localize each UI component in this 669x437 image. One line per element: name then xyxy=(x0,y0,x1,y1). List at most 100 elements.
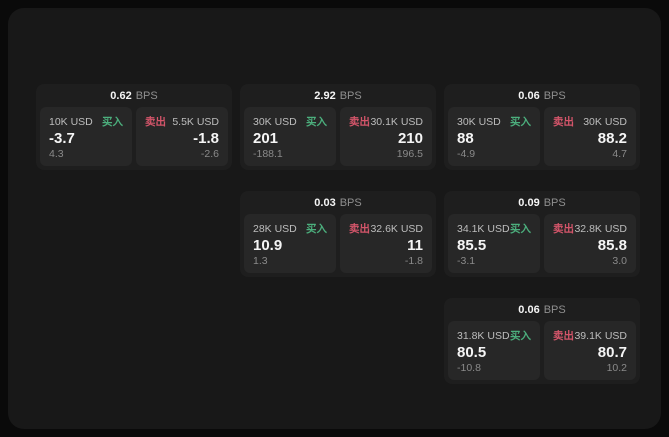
sell-panel-header: 卖出 32.8K USD xyxy=(553,221,627,236)
buy-tag: 买入 xyxy=(306,223,327,235)
sell-delta: 10.2 xyxy=(606,362,627,374)
sell-panel-header: 卖出 39.1K USD xyxy=(553,328,627,343)
sell-tag: 卖出 xyxy=(349,116,370,128)
sell-quote-panel[interactable]: 卖出 30K USD 88.2 4.7 xyxy=(544,107,636,166)
sell-panel-header: 卖出 30.1K USD xyxy=(349,114,423,129)
sell-quote-panel[interactable]: 卖出 30.1K USD 210 196.5 xyxy=(340,107,432,166)
sell-quote-panel[interactable]: 卖出 32.6K USD 11 -1.8 xyxy=(340,214,432,273)
buy-amount: 28K USD xyxy=(253,222,297,235)
buy-panel-header: 10K USD 买入 xyxy=(49,114,123,129)
buy-quote-panel[interactable]: 30K USD 买入 88 -4.9 xyxy=(448,107,540,166)
bps-value: 0.09 xyxy=(518,196,540,209)
bps-unit-label: BPS xyxy=(543,196,566,209)
sell-price: -1.8 xyxy=(193,130,219,147)
card-header: 0.06 BPS xyxy=(444,84,640,104)
buy-price: 80.5 xyxy=(457,344,487,361)
bps-value: 2.92 xyxy=(314,89,336,102)
buy-delta: -3.1 xyxy=(457,255,476,267)
sell-tag: 卖出 xyxy=(145,116,166,128)
sell-amount: 5.5K USD xyxy=(172,115,219,128)
buy-price: 201 xyxy=(253,130,279,147)
bps-value: 0.62 xyxy=(110,89,132,102)
sell-quote-panel[interactable]: 卖出 32.8K USD 85.8 3.0 xyxy=(544,214,636,273)
buy-amount: 30K USD xyxy=(253,115,297,128)
buy-panel-header: 34.1K USD 买入 xyxy=(457,221,531,236)
bps-unit-label: BPS xyxy=(543,89,566,102)
sell-delta: -2.6 xyxy=(200,148,219,160)
quote-panels: 30K USD 买入 88 -4.9 卖出 30K USD 88.2 4.7 xyxy=(444,104,640,170)
quote-card: 2.92 BPS 30K USD 买入 201 -188.1 卖出 30.1K … xyxy=(240,84,436,170)
card-header: 0.03 BPS xyxy=(240,191,436,211)
buy-amount: 31.8K USD xyxy=(457,329,510,342)
buy-tag: 买入 xyxy=(510,116,531,128)
buy-quote-panel[interactable]: 10K USD 买入 -3.7 4.3 xyxy=(40,107,132,166)
sell-price: 85.8 xyxy=(597,237,627,254)
sell-amount: 30K USD xyxy=(583,115,627,128)
sell-delta: 4.7 xyxy=(612,148,627,160)
sell-delta: -1.8 xyxy=(404,255,423,267)
sell-quote-panel[interactable]: 卖出 5.5K USD -1.8 -2.6 xyxy=(136,107,228,166)
bps-value: 0.06 xyxy=(518,89,540,102)
card-header: 0.62 BPS xyxy=(36,84,232,104)
buy-delta: 4.3 xyxy=(49,148,64,160)
bps-unit-label: BPS xyxy=(543,303,566,316)
sell-panel-header: 卖出 30K USD xyxy=(553,114,627,129)
buy-price: -3.7 xyxy=(49,130,75,147)
sell-amount: 39.1K USD xyxy=(574,329,627,342)
buy-price: 85.5 xyxy=(457,237,487,254)
quote-card: 0.62 BPS 10K USD 买入 -3.7 4.3 卖出 5.5K USD… xyxy=(36,84,232,170)
card-header: 0.06 BPS xyxy=(444,298,640,318)
sell-amount: 30.1K USD xyxy=(370,115,423,128)
buy-delta: -188.1 xyxy=(253,148,283,160)
buy-tag: 买入 xyxy=(102,116,123,128)
sell-tag: 卖出 xyxy=(553,223,574,235)
quote-panels: 34.1K USD 买入 85.5 -3.1 卖出 32.8K USD 85.8… xyxy=(444,211,640,277)
buy-panel-header: 30K USD 买入 xyxy=(253,114,327,129)
buy-quote-panel[interactable]: 28K USD 买入 10.9 1.3 xyxy=(244,214,336,273)
sell-panel-header: 卖出 5.5K USD xyxy=(145,114,219,129)
sell-quote-panel[interactable]: 卖出 39.1K USD 80.7 10.2 xyxy=(544,321,636,380)
quote-card: 0.03 BPS 28K USD 买入 10.9 1.3 卖出 32.6K US… xyxy=(240,191,436,277)
quote-card: 0.09 BPS 34.1K USD 买入 85.5 -3.1 卖出 32.8K… xyxy=(444,191,640,277)
buy-quote-panel[interactable]: 31.8K USD 买入 80.5 -10.8 xyxy=(448,321,540,380)
quote-card: 0.06 BPS 30K USD 买入 88 -4.9 卖出 30K USD 8… xyxy=(444,84,640,170)
sell-tag: 卖出 xyxy=(553,330,574,342)
buy-tag: 买入 xyxy=(306,116,327,128)
buy-delta: 1.3 xyxy=(253,255,268,267)
sell-price: 210 xyxy=(397,130,423,147)
buy-delta: -4.9 xyxy=(457,148,476,160)
quote-board: 0.62 BPS 10K USD 买入 -3.7 4.3 卖出 5.5K USD… xyxy=(8,8,661,429)
card-header: 2.92 BPS xyxy=(240,84,436,104)
sell-panel-header: 卖出 32.6K USD xyxy=(349,221,423,236)
sell-price: 11 xyxy=(407,237,423,254)
buy-delta: -10.8 xyxy=(457,362,481,374)
bps-unit-label: BPS xyxy=(339,89,362,102)
buy-quote-panel[interactable]: 34.1K USD 买入 85.5 -3.1 xyxy=(448,214,540,273)
buy-price: 88 xyxy=(457,130,474,147)
bps-value: 0.06 xyxy=(518,303,540,316)
sell-delta: 196.5 xyxy=(396,148,423,160)
buy-amount: 10K USD xyxy=(49,115,93,128)
sell-tag: 卖出 xyxy=(349,223,370,235)
buy-tag: 买入 xyxy=(510,223,531,235)
quote-card: 0.06 BPS 31.8K USD 买入 80.5 -10.8 卖出 39.1… xyxy=(444,298,640,384)
buy-panel-header: 31.8K USD 买入 xyxy=(457,328,531,343)
buy-price: 10.9 xyxy=(253,237,283,254)
bps-value: 0.03 xyxy=(314,196,336,209)
sell-amount: 32.6K USD xyxy=(370,222,423,235)
buy-quote-panel[interactable]: 30K USD 买入 201 -188.1 xyxy=(244,107,336,166)
sell-delta: 3.0 xyxy=(612,255,627,267)
quote-panels: 28K USD 买入 10.9 1.3 卖出 32.6K USD 11 -1.8 xyxy=(240,211,436,277)
sell-price: 80.7 xyxy=(597,344,627,361)
buy-amount: 30K USD xyxy=(457,115,501,128)
buy-panel-header: 30K USD 买入 xyxy=(457,114,531,129)
sell-price: 88.2 xyxy=(597,130,627,147)
buy-tag: 买入 xyxy=(510,330,531,342)
bps-unit-label: BPS xyxy=(339,196,362,209)
quote-panels: 31.8K USD 买入 80.5 -10.8 卖出 39.1K USD 80.… xyxy=(444,318,640,384)
buy-panel-header: 28K USD 买入 xyxy=(253,221,327,236)
buy-amount: 34.1K USD xyxy=(457,222,510,235)
sell-tag: 卖出 xyxy=(553,116,574,128)
card-header: 0.09 BPS xyxy=(444,191,640,211)
bps-unit-label: BPS xyxy=(135,89,158,102)
